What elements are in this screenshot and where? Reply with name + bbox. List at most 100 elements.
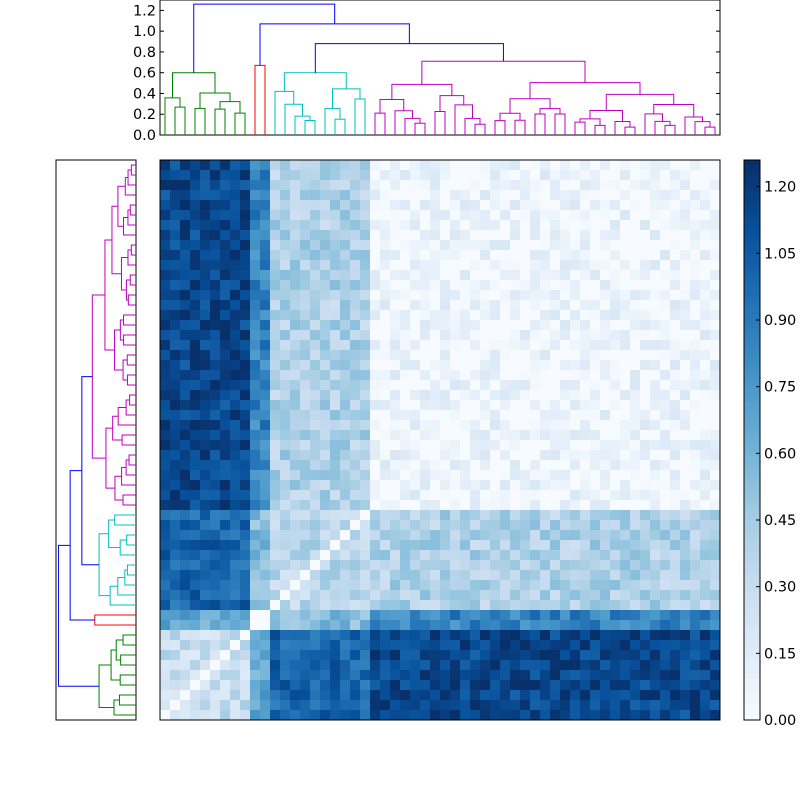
heatmap-cell [680, 660, 691, 671]
heatmap-cell [170, 570, 181, 581]
colorbar-segment [744, 328, 760, 334]
heatmap-cell [250, 440, 261, 451]
heatmap-cell [440, 700, 451, 711]
heatmap-cell [650, 590, 661, 601]
heatmap-cell [600, 370, 611, 381]
heatmap-cell [620, 630, 631, 641]
heatmap-cell [580, 390, 591, 401]
heatmap-cell [590, 710, 601, 721]
heatmap-cell [180, 180, 191, 191]
heatmap-cell [680, 710, 691, 721]
heatmap-cell [600, 710, 611, 721]
heatmap-cell [170, 210, 181, 221]
heatmap-cell [170, 490, 181, 501]
heatmap-cell [240, 210, 251, 221]
heatmap-cell [250, 210, 261, 221]
heatmap-cell [660, 550, 671, 561]
heatmap-cell [220, 270, 231, 281]
heatmap-cell [290, 670, 301, 681]
heatmap-cell [700, 580, 711, 591]
heatmap-cell [190, 500, 201, 511]
heatmap-cell [710, 670, 721, 681]
heatmap-cell [470, 430, 481, 441]
dendrogram-link [126, 374, 136, 386]
heatmap-cell [660, 310, 671, 321]
heatmap-cell [590, 500, 601, 511]
heatmap-cell [420, 270, 431, 281]
heatmap-cell [220, 420, 231, 431]
heatmap-cell [450, 370, 461, 381]
dendrogram-link [654, 120, 671, 135]
heatmap-cell [200, 550, 211, 561]
heatmap-cell [390, 340, 401, 351]
heatmap-cell [360, 500, 371, 511]
heatmap-cell [190, 230, 201, 241]
heatmap-cell [340, 430, 351, 441]
heatmap-cell [630, 420, 641, 431]
heatmap-cell [460, 640, 471, 651]
heatmap-cell [180, 700, 191, 711]
heatmap-cell [390, 160, 401, 171]
heatmap-cell [160, 280, 171, 291]
dendrogram-link [129, 274, 136, 286]
heatmap-cell [630, 270, 641, 281]
heatmap-cell [380, 700, 391, 711]
heatmap-cell [550, 590, 561, 601]
heatmap-cell [490, 530, 501, 541]
heatmap-cell [170, 670, 181, 681]
heatmap-cell [670, 200, 681, 211]
heatmap-cell [680, 430, 691, 441]
heatmap-cell [220, 370, 231, 381]
heatmap-cell [300, 520, 311, 531]
heatmap-cell [390, 470, 401, 481]
heatmap-cell [530, 510, 541, 521]
heatmap-cell [660, 450, 671, 461]
heatmap-cell [340, 650, 351, 661]
heatmap-cell [580, 660, 591, 671]
heatmap-cell [330, 630, 341, 641]
heatmap-cell [280, 650, 291, 661]
heatmap-cell [230, 180, 241, 191]
heatmap-cell [330, 260, 341, 271]
heatmap-cell [360, 300, 371, 311]
heatmap-cell [670, 340, 681, 351]
colorbar-tick-label: 1.20 [764, 180, 796, 196]
heatmap-cell [300, 200, 311, 211]
heatmap-cell [530, 520, 541, 531]
heatmap-cell [490, 160, 501, 171]
heatmap-cell [500, 400, 511, 411]
heatmap-cell [170, 330, 181, 341]
heatmap-cell [320, 650, 331, 661]
heatmap-cell [660, 640, 671, 651]
heatmap-cell [190, 250, 201, 261]
heatmap-cell [240, 600, 251, 611]
heatmap-cell [390, 550, 401, 561]
heatmap-cell [360, 320, 371, 331]
heatmap-cell [330, 310, 341, 321]
heatmap-cell [190, 280, 201, 291]
heatmap-cell [640, 620, 651, 631]
heatmap-cell [690, 230, 701, 241]
heatmap-cell [650, 620, 661, 631]
heatmap-cell [280, 600, 291, 611]
heatmap-cell [430, 530, 441, 541]
dendrogram-link [653, 103, 695, 117]
heatmap-cell [250, 470, 261, 481]
heatmap-cell [160, 350, 171, 361]
heatmap-cell [520, 460, 531, 471]
heatmap-cell [650, 550, 661, 561]
heatmap-cell [180, 660, 191, 671]
heatmap-cell [300, 450, 311, 461]
heatmap-cell [430, 460, 441, 471]
heatmap-cell [280, 290, 291, 301]
heatmap-cell [370, 260, 381, 271]
heatmap-cell [170, 660, 181, 671]
heatmap-cell [350, 430, 361, 441]
heatmap-cell [540, 610, 551, 621]
heatmap-cell [240, 280, 251, 291]
heatmap-cell [450, 360, 461, 371]
heatmap-cell [620, 240, 631, 251]
heatmap-cell [400, 280, 411, 291]
heatmap-cell [380, 420, 391, 431]
heatmap-cell [550, 510, 561, 521]
